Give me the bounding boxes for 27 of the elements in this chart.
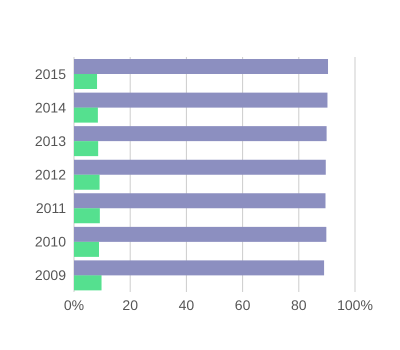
y-tick-label: 2013 <box>34 132 66 149</box>
bar <box>74 160 326 175</box>
bar <box>74 242 100 257</box>
bar <box>74 193 326 208</box>
x-tick-label: 20 <box>122 296 138 313</box>
x-tick-label: 100% <box>337 296 373 313</box>
y-tick-label: 2009 <box>34 267 66 284</box>
y-tick-label: 2011 <box>36 200 66 216</box>
y-tick-label: 2014 <box>34 99 66 116</box>
bar <box>74 226 326 242</box>
x-tick-label: 80 <box>291 296 307 313</box>
bar <box>74 74 98 89</box>
x-tick-label: 60 <box>234 296 251 313</box>
bar <box>74 260 324 276</box>
bar <box>74 59 328 74</box>
bar <box>74 108 98 123</box>
bar <box>74 92 328 108</box>
bar <box>74 174 100 190</box>
bar <box>74 126 327 142</box>
y-tick-label: 2015 <box>34 66 66 82</box>
bar <box>74 275 102 290</box>
y-tick-label: 2010 <box>34 234 66 250</box>
x-tick-label: 40 <box>178 296 194 313</box>
bar <box>74 208 100 224</box>
y-tick-label: 2012 <box>34 166 66 182</box>
bar <box>74 141 98 156</box>
x-tick-label: 0% <box>64 296 84 313</box>
